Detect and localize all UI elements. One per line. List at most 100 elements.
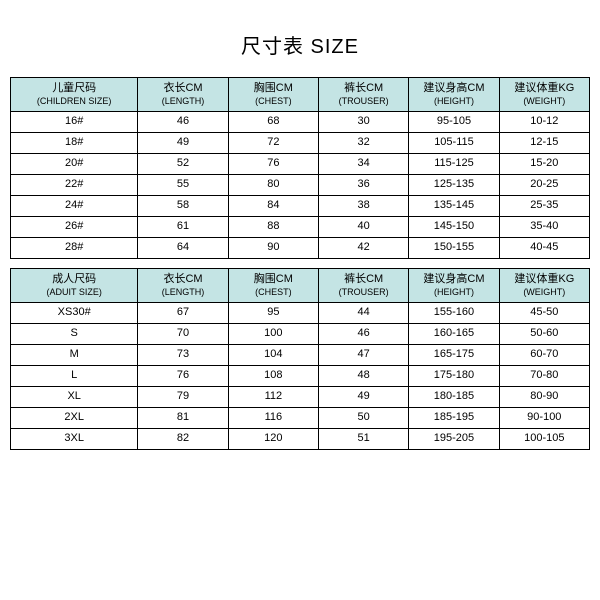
table-cell: 49 — [138, 133, 228, 154]
table-cell: 95-105 — [409, 112, 499, 133]
col-header-children-size: 儿童尺码(CHILDREN SIZE) — [11, 78, 138, 112]
table-cell: 80 — [228, 175, 318, 196]
table-row: 20#527634115-12515-20 — [11, 154, 590, 175]
table-row: 26#618840145-15035-40 — [11, 217, 590, 238]
table-cell: 61 — [138, 217, 228, 238]
col-header-chest: 胸围CM(CHEST) — [228, 78, 318, 112]
table-cell: 104 — [228, 345, 318, 366]
table-row: S7010046160-16550-60 — [11, 324, 590, 345]
table-cell: 28# — [11, 238, 138, 259]
table-row: 28#649042150-15540-45 — [11, 238, 590, 259]
table-row: XL7911249180-18580-90 — [11, 387, 590, 408]
table-cell: 3XL — [11, 429, 138, 450]
col-header-length: 衣长CM(LENGTH) — [138, 78, 228, 112]
table-cell: 55 — [138, 175, 228, 196]
table-cell: 82 — [138, 429, 228, 450]
table-cell: 40 — [319, 217, 409, 238]
col-header-weight: 建议体重KG(WEIGHT) — [499, 78, 589, 112]
table-cell: 70-80 — [499, 366, 589, 387]
table-cell: 155-160 — [409, 303, 499, 324]
col-header-height: 建议身高CM(HEIGHT) — [409, 269, 499, 303]
table-cell: 112 — [228, 387, 318, 408]
table-row: L7610848175-18070-80 — [11, 366, 590, 387]
table-cell: S — [11, 324, 138, 345]
table-cell: 70 — [138, 324, 228, 345]
table-row: 22#558036125-13520-25 — [11, 175, 590, 196]
table-cell: 68 — [228, 112, 318, 133]
table-cell: 95 — [228, 303, 318, 324]
table-cell: 180-185 — [409, 387, 499, 408]
table-cell: 34 — [319, 154, 409, 175]
table-cell: 60-70 — [499, 345, 589, 366]
table-cell: 125-135 — [409, 175, 499, 196]
table-cell: 58 — [138, 196, 228, 217]
table-cell: 24# — [11, 196, 138, 217]
table-cell: 80-90 — [499, 387, 589, 408]
table-cell: 105-115 — [409, 133, 499, 154]
table-cell: 195-205 — [409, 429, 499, 450]
table-cell: 2XL — [11, 408, 138, 429]
table-cell: 44 — [319, 303, 409, 324]
table-cell: 20-25 — [499, 175, 589, 196]
table-cell: 22# — [11, 175, 138, 196]
children-body: 16#46683095-10510-1218#497232105-11512-1… — [11, 112, 590, 259]
table-cell: 64 — [138, 238, 228, 259]
table-cell: XL — [11, 387, 138, 408]
table-cell: 46 — [319, 324, 409, 345]
col-header-adult-size: 成人尺码(ADUIT SIZE) — [11, 269, 138, 303]
table-row: XS30#679544155-16045-50 — [11, 303, 590, 324]
table-cell: 115-125 — [409, 154, 499, 175]
table-cell: 72 — [228, 133, 318, 154]
col-header-length: 衣长CM(LENGTH) — [138, 269, 228, 303]
table-cell: 50-60 — [499, 324, 589, 345]
table-cell: 90-100 — [499, 408, 589, 429]
col-header-height: 建议身高CM(HEIGHT) — [409, 78, 499, 112]
table-row: 2XL8111650185-19590-100 — [11, 408, 590, 429]
table-row: 24#588438135-14525-35 — [11, 196, 590, 217]
size-table: 儿童尺码(CHILDREN SIZE) 衣长CM(LENGTH) 胸围CM(CH… — [10, 77, 590, 450]
table-cell: 35-40 — [499, 217, 589, 238]
table-cell: 160-165 — [409, 324, 499, 345]
table-cell: 51 — [319, 429, 409, 450]
table-cell: 79 — [138, 387, 228, 408]
table-cell: 90 — [228, 238, 318, 259]
table-cell: M — [11, 345, 138, 366]
col-header-chest: 胸围CM(CHEST) — [228, 269, 318, 303]
table-cell: 73 — [138, 345, 228, 366]
section-gap — [11, 259, 590, 269]
table-cell: XS30# — [11, 303, 138, 324]
table-row: 3XL8212051195-205100-105 — [11, 429, 590, 450]
col-header-trouser: 裤长CM(TROUSER) — [319, 269, 409, 303]
adult-body: XS30#679544155-16045-50S7010046160-16550… — [11, 303, 590, 450]
page-title: 尺寸表 SIZE — [10, 30, 590, 59]
table-cell: 45-50 — [499, 303, 589, 324]
table-cell: 15-20 — [499, 154, 589, 175]
table-cell: 47 — [319, 345, 409, 366]
table-row: M7310447165-17560-70 — [11, 345, 590, 366]
table-cell: 52 — [138, 154, 228, 175]
table-cell: 108 — [228, 366, 318, 387]
table-cell: 165-175 — [409, 345, 499, 366]
table-cell: 100-105 — [499, 429, 589, 450]
table-cell: 76 — [228, 154, 318, 175]
table-cell: 116 — [228, 408, 318, 429]
table-cell: 32 — [319, 133, 409, 154]
table-cell: 150-155 — [409, 238, 499, 259]
table-cell: 40-45 — [499, 238, 589, 259]
table-cell: 25-35 — [499, 196, 589, 217]
children-header: 儿童尺码(CHILDREN SIZE) 衣长CM(LENGTH) 胸围CM(CH… — [11, 78, 590, 112]
col-header-weight: 建议体重KG(WEIGHT) — [499, 269, 589, 303]
table-cell: 185-195 — [409, 408, 499, 429]
table-cell: 67 — [138, 303, 228, 324]
table-cell: 120 — [228, 429, 318, 450]
table-cell: 20# — [11, 154, 138, 175]
table-cell: 76 — [138, 366, 228, 387]
table-cell: 50 — [319, 408, 409, 429]
table-cell: 36 — [319, 175, 409, 196]
table-cell: 42 — [319, 238, 409, 259]
table-cell: 46 — [138, 112, 228, 133]
table-cell: 88 — [228, 217, 318, 238]
table-cell: 81 — [138, 408, 228, 429]
col-header-trouser: 裤长CM(TROUSER) — [319, 78, 409, 112]
table-cell: 84 — [228, 196, 318, 217]
